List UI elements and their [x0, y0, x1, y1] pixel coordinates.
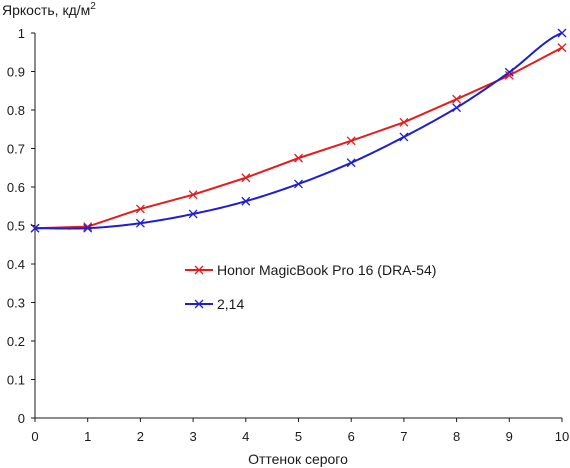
- data-point-marker: [557, 28, 567, 38]
- y-tick-label: 0.4: [7, 257, 25, 272]
- data-point-marker: [504, 67, 514, 77]
- y-tick-label: 0.2: [7, 334, 25, 349]
- data-point-marker: [83, 223, 93, 233]
- x-axis-ticks: 0 1 2 3 4 5 6 7 8 9 10: [31, 418, 569, 444]
- y-axis-title: Яркость, кд/м2: [2, 1, 96, 18]
- data-point-marker: [188, 190, 198, 200]
- y-tick-label: 0.9: [7, 65, 25, 80]
- legend-label: Honor MagicBook Pro 16 (DRA-54): [217, 262, 436, 278]
- data-point-marker: [399, 132, 409, 142]
- data-point-marker: [135, 204, 145, 214]
- x-axis-title: Оттенок серого: [248, 451, 348, 467]
- legend-item-2: 2,14: [185, 296, 244, 312]
- legend-item-1: Honor MagicBook Pro 16 (DRA-54): [185, 262, 436, 278]
- data-point-marker: [399, 117, 409, 127]
- x-tick-label: 4: [242, 429, 249, 444]
- data-point-marker: [30, 223, 40, 233]
- data-point-marker: [452, 94, 462, 104]
- data-point-marker: [294, 153, 303, 163]
- data-point-marker: [504, 70, 514, 80]
- x-tick-label: 7: [400, 429, 407, 444]
- x-tick-label: 2: [137, 429, 144, 444]
- x-tick-label: 9: [506, 429, 513, 444]
- series-1: [30, 43, 567, 233]
- data-point-marker: [241, 196, 251, 206]
- y-tick-label: 0: [18, 411, 25, 426]
- y-tick-label: 0.1: [7, 373, 25, 388]
- data-point-marker: [135, 218, 145, 228]
- data-point-marker: [452, 103, 462, 113]
- data-point-marker: [188, 209, 198, 219]
- series-line: [34, 46, 563, 230]
- data-point-marker: [83, 222, 93, 232]
- data-point-marker: [557, 43, 567, 53]
- legend-label: 2,14: [217, 296, 244, 312]
- x-tick-label: 8: [453, 429, 460, 444]
- data-point-marker: [346, 158, 356, 168]
- x-tick-label: 3: [189, 429, 196, 444]
- data-point-marker: [241, 173, 251, 183]
- y-tick-label: 0.6: [7, 180, 25, 195]
- legend-marker: [194, 299, 204, 309]
- x-tick-label: 5: [295, 429, 302, 444]
- y-tick-label: 0.3: [7, 296, 25, 311]
- x-tick-label: 0: [31, 429, 38, 444]
- x-tick-label: 1: [84, 429, 91, 444]
- y-tick-label: 0.8: [7, 103, 25, 118]
- data-point-marker: [346, 136, 356, 146]
- data-point-marker: [294, 179, 303, 189]
- legend: Honor MagicBook Pro 16 (DRA-54) 2,14: [185, 262, 436, 312]
- x-tick-label: 6: [348, 429, 355, 444]
- y-tick-label: 0.7: [7, 142, 25, 157]
- y-tick-label: 0.5: [7, 219, 25, 234]
- y-axis-ticks: 0 0.1 0.2 0.3 0.4 0.5 0.6 0.7 0.8 0.9 1: [7, 26, 35, 426]
- x-tick-label: 10: [555, 429, 569, 444]
- series-2: [30, 28, 567, 233]
- series-layer: [30, 28, 567, 233]
- series-line: [34, 32, 563, 230]
- y-tick-label: 1: [18, 26, 25, 41]
- legend-marker: [194, 265, 204, 275]
